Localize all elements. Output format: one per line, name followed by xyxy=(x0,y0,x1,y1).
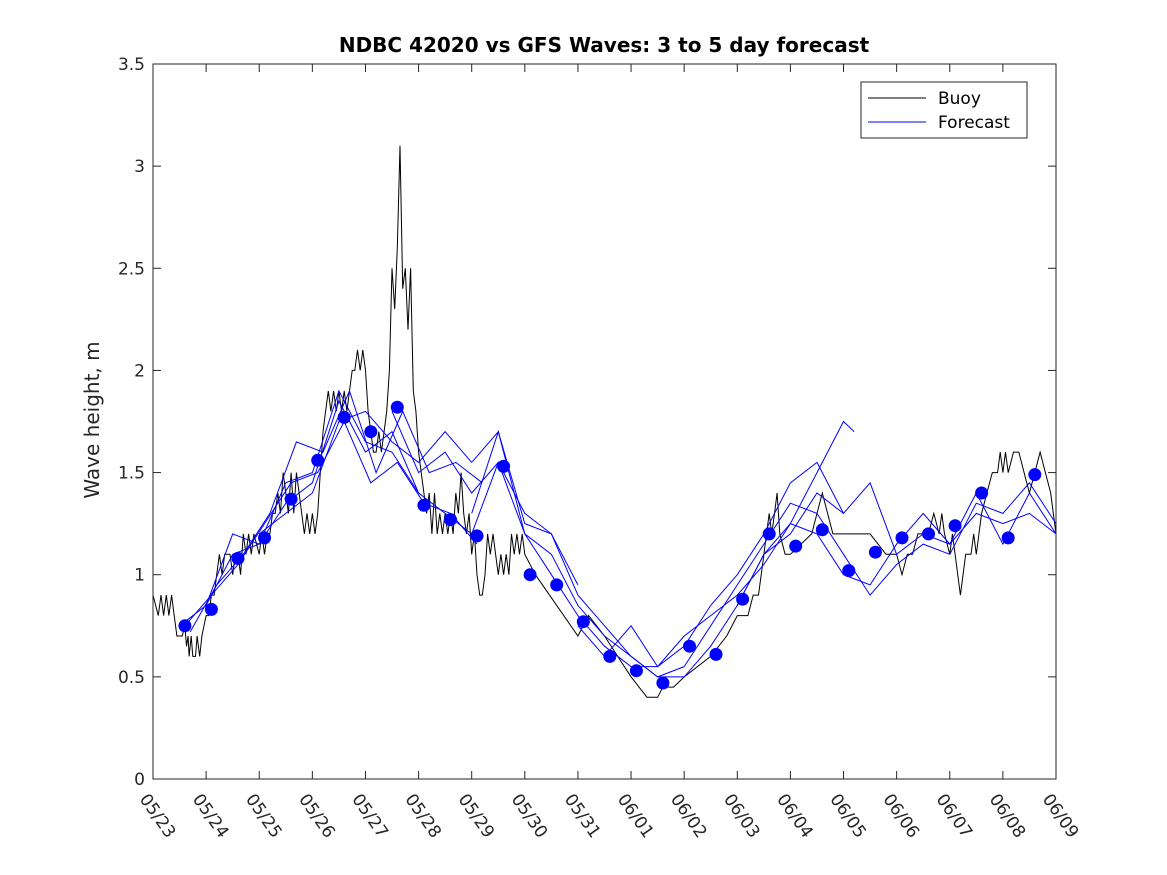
y-tick-label-2: 1 xyxy=(134,566,145,586)
forecast-point-12 xyxy=(470,529,484,543)
forecast-point-8 xyxy=(364,425,378,439)
axes-box xyxy=(152,63,1057,780)
forecast-point-20 xyxy=(683,639,696,653)
plot-area xyxy=(152,145,1057,698)
forecast-point-5 xyxy=(284,492,298,506)
forecast-point-18 xyxy=(629,664,643,678)
forecast-point-24 xyxy=(789,539,803,553)
forecast-point-15 xyxy=(550,578,564,592)
y-tick-label-5: 2.5 xyxy=(118,259,145,279)
forecast-line-10 xyxy=(736,491,1057,606)
forecast-point-28 xyxy=(895,531,909,545)
forecast-point-22 xyxy=(736,592,750,606)
legend-forecast-label: Forecast xyxy=(938,113,1010,133)
forecast-point-25 xyxy=(815,523,829,537)
forecast-line-4 xyxy=(205,389,579,606)
forecast-point-13 xyxy=(497,459,511,473)
forecast-point-19 xyxy=(656,676,670,690)
forecast-point-9 xyxy=(390,400,404,414)
forecast-line-6 xyxy=(391,411,844,678)
forecast-point-1 xyxy=(178,619,192,633)
chart-title: NDBC 42020 vs GFS Waves: 3 to 5 day fore… xyxy=(339,33,870,57)
forecast-line-7 xyxy=(471,420,855,668)
y-tick-label-0: 0 xyxy=(134,770,145,790)
buoy-line xyxy=(152,145,1057,698)
y-tick-label-1: 0.5 xyxy=(118,668,145,688)
forecast-point-6 xyxy=(311,453,325,467)
forecast-point-29 xyxy=(922,527,935,541)
forecast-point-7 xyxy=(337,410,351,424)
y-axis-label: Wave height, m xyxy=(80,341,104,498)
legend: Buoy Forecast xyxy=(860,81,1028,139)
forecast-point-33 xyxy=(1028,468,1042,482)
forecast-point-10 xyxy=(417,498,431,512)
forecast-line-8 xyxy=(577,461,1057,668)
y-tick-label-6: 3 xyxy=(134,157,145,177)
forecast-point-3 xyxy=(231,551,245,565)
forecast-point-17 xyxy=(603,649,617,663)
forecast-point-4 xyxy=(258,531,271,545)
y-tick-label-7: 3.5 xyxy=(118,55,145,75)
y-tick-label-4: 2 xyxy=(134,361,145,381)
forecast-point-21 xyxy=(709,647,723,661)
forecast-point-31 xyxy=(975,486,989,500)
forecast-line-9 xyxy=(683,481,1057,667)
forecast-point-16 xyxy=(576,615,590,629)
forecast-point-32 xyxy=(1001,531,1015,545)
forecast-point-26 xyxy=(842,564,856,578)
y-tick-label-3: 1.5 xyxy=(118,464,145,484)
forecast-point-27 xyxy=(868,545,882,559)
legend-box xyxy=(860,81,1028,139)
forecast-point-14 xyxy=(523,568,537,582)
forecast-point-30 xyxy=(948,519,962,533)
forecast-line-5 xyxy=(258,410,685,678)
forecast-point-23 xyxy=(762,527,776,541)
forecast-line-1 xyxy=(179,399,420,627)
legend-buoy-label: Buoy xyxy=(938,89,981,109)
forecast-point-11 xyxy=(444,513,457,527)
forecast-point-2 xyxy=(204,602,218,616)
